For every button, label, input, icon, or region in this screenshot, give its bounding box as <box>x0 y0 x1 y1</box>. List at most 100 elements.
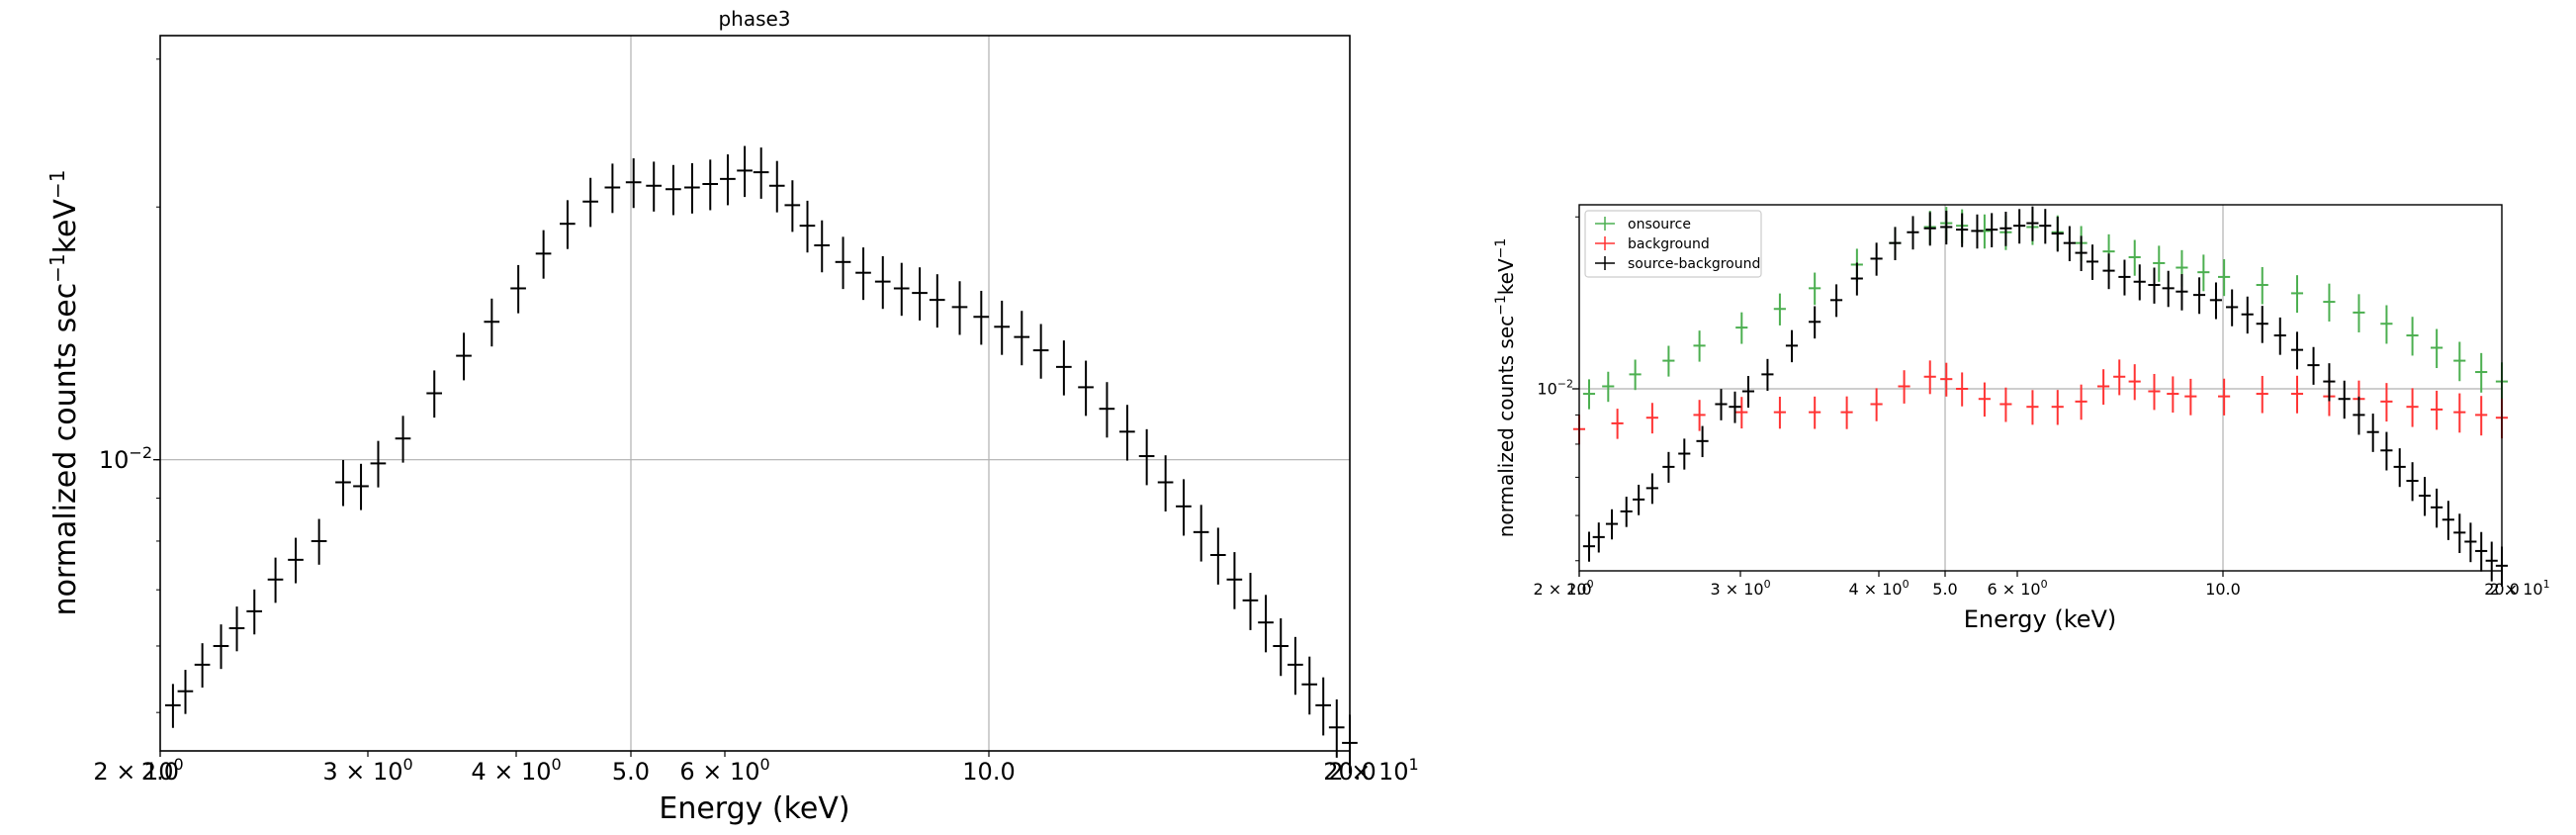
x-tick-label: 2 × 100 <box>93 755 183 786</box>
chart-title: phase3 <box>718 7 790 31</box>
x-tick-label: 2 × 100 <box>1533 578 1593 599</box>
data-point <box>2256 375 2268 414</box>
grid <box>1579 205 2502 571</box>
data-point <box>1940 210 1953 245</box>
data-point <box>768 160 785 213</box>
data-point <box>2431 390 2443 430</box>
legend-item: source-background <box>1595 256 1760 272</box>
data-point <box>684 162 700 214</box>
legend-box <box>1584 210 1762 278</box>
data-point <box>1582 379 1596 410</box>
data-point <box>2148 267 2161 304</box>
data-point <box>2406 462 2419 502</box>
data-point <box>1840 396 1853 429</box>
data-point <box>2226 289 2239 326</box>
data-point <box>535 230 552 279</box>
data-point <box>2218 378 2231 416</box>
data-point <box>1809 306 1821 339</box>
legend-items: onsource background source-background <box>1595 217 1760 272</box>
data-point <box>165 684 181 728</box>
data-point <box>2485 541 2498 582</box>
data-point <box>2086 244 2099 280</box>
data-point <box>1662 345 1675 377</box>
data-point <box>1176 479 1192 536</box>
data-point <box>1193 505 1209 562</box>
y-axis-label: normalized counts sec−1keV−1 <box>1493 238 1518 538</box>
data-point <box>1014 311 1030 366</box>
data-point <box>799 200 816 253</box>
data-point <box>1315 677 1331 736</box>
data-point <box>2039 209 2052 244</box>
data-point <box>1099 382 1115 438</box>
data-point <box>874 255 891 310</box>
data-point <box>625 158 642 209</box>
data-point <box>1999 387 2012 422</box>
data-point <box>1620 497 1633 527</box>
data-point <box>2290 375 2304 414</box>
data-point <box>213 624 229 670</box>
x-tick-label: 4 × 100 <box>1848 578 1909 599</box>
data-point <box>1907 216 1919 250</box>
x-tick-label: 2 × 101 <box>2489 578 2549 599</box>
data-point <box>2218 259 2231 297</box>
legend-item: onsource <box>1595 217 1691 232</box>
y-tick-label: 10−2 <box>1537 378 1573 399</box>
data-point <box>702 159 719 211</box>
data-point <box>1633 484 1645 515</box>
data-point <box>177 670 194 714</box>
data-point <box>1119 405 1135 461</box>
x-tick-label: 6 × 100 <box>1987 578 2047 599</box>
data-point <box>2453 393 2466 433</box>
data-point <box>1611 409 1624 439</box>
data-point <box>2418 477 2432 516</box>
data-point <box>1138 428 1155 486</box>
data-point <box>2128 239 2141 276</box>
data-point <box>1870 388 1883 421</box>
data-point <box>2192 277 2206 315</box>
data-point <box>2453 513 2466 554</box>
data-point <box>2162 270 2175 308</box>
data-point <box>2406 317 2419 356</box>
data-point <box>1956 213 1969 247</box>
y-label-main: normalized counts sec <box>48 283 83 616</box>
data-point <box>560 200 576 249</box>
data-point <box>2256 266 2268 305</box>
data-point <box>855 247 871 301</box>
y-label-unit: keV <box>48 199 83 254</box>
data-point <box>2453 341 2466 382</box>
x-tick-label: 2.0 <box>1566 580 1591 599</box>
data-point <box>1971 214 1984 249</box>
x-tick-label: 20.0 <box>1323 758 1376 786</box>
data-point <box>2323 363 2336 402</box>
data-point <box>1940 362 1953 397</box>
data-point <box>1288 636 1303 696</box>
data-point <box>1809 396 1821 429</box>
data-point <box>2133 264 2146 301</box>
data-point <box>2366 414 2379 452</box>
legend-label: onsource <box>1628 217 1691 232</box>
x-axis-label: Energy (keV) <box>659 791 849 826</box>
data-point <box>2464 522 2477 563</box>
data-point <box>1605 509 1619 540</box>
data-point <box>1273 618 1289 677</box>
data-point <box>2431 488 2443 528</box>
data-point <box>1741 376 1755 409</box>
data-point <box>2013 209 2026 244</box>
data-point <box>646 161 662 212</box>
x-tick-label: 2 × 101 <box>1328 755 1418 786</box>
x-tick-label: 6 × 100 <box>679 755 769 786</box>
data-point <box>951 281 968 335</box>
data-point <box>1242 573 1259 630</box>
data-point <box>456 332 472 381</box>
y-tick-label: 10−2 <box>99 443 152 474</box>
x-axis-label: Energy (keV) <box>1964 605 2117 633</box>
data-point <box>973 290 990 345</box>
data-point <box>2273 317 2286 355</box>
series-source-background <box>1582 206 2509 587</box>
data-point <box>1898 370 1910 404</box>
x-tick-label: 20.0 <box>2484 580 2520 599</box>
data-point <box>1923 212 1936 246</box>
data-point <box>2153 245 2166 282</box>
y-axis: 10−2 <box>99 443 160 474</box>
data-point <box>353 463 369 510</box>
